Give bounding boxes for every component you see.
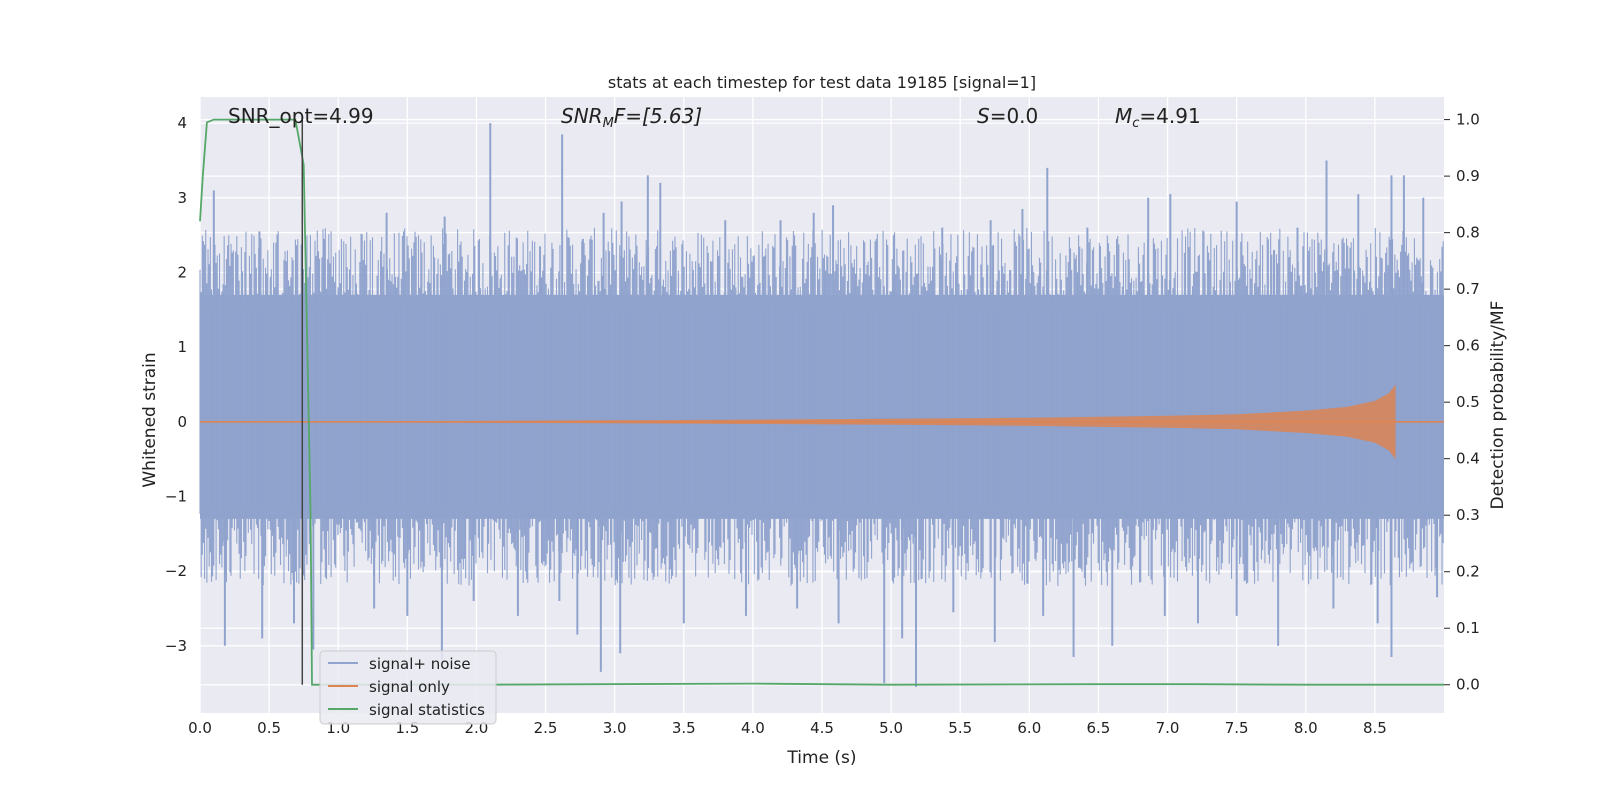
x-axis-label: Time (s)	[786, 748, 856, 768]
snr-mf-sub: M	[603, 116, 614, 131]
x-tick-label: 5.0	[879, 719, 903, 737]
x-tick-label: 3.5	[672, 719, 696, 737]
y2-tick-label: 0.6	[1456, 337, 1480, 355]
snr-mf-suffix: F=[5.63]	[614, 104, 702, 128]
mc-sub: c	[1132, 116, 1139, 131]
y-axis-label: Whitened strain	[140, 352, 160, 487]
y-tick-label: −3	[165, 637, 187, 655]
x-tick-label: 7.5	[1225, 719, 1249, 737]
x-tick-label: 0.0	[188, 719, 212, 737]
x-tick-label: 8.5	[1363, 719, 1387, 737]
y2-tick-label: 0.7	[1456, 280, 1480, 298]
annotation-mc: Mc=4.91	[1115, 104, 1201, 131]
legend-box	[319, 650, 497, 725]
annotation-snr-opt: SNR_opt=4.99	[228, 104, 374, 128]
y2-tick-label: 0.9	[1456, 167, 1480, 185]
y2-tick-label: 0.2	[1456, 563, 1480, 581]
series-signal-plus-noise	[199, 123, 1444, 687]
x-tick-label: 6.5	[1087, 719, 1111, 737]
x-tick-label: 8.0	[1294, 719, 1318, 737]
y2-axis-label: Detection probability/MF	[1488, 301, 1508, 510]
y-axis-ticks: −3 −2 −1 0 1 2 3 4	[165, 114, 187, 655]
y-tick-label: 0	[177, 413, 187, 431]
series-signal-only	[200, 384, 1444, 460]
chart-title: stats at each timestep for test data 191…	[608, 73, 1036, 92]
x-tick-label: 2.5	[534, 719, 558, 737]
mc-label: M	[1115, 104, 1132, 128]
x-tick-label: 0.5	[257, 719, 281, 737]
annotation-s: S=0.0	[977, 104, 1038, 128]
y-tick-label: −1	[165, 487, 187, 505]
y2-tick-label: 0.8	[1456, 224, 1480, 242]
y-tick-label: 3	[177, 189, 187, 207]
y2-tick-label: 0.3	[1456, 506, 1480, 524]
y2-tick-label: 1.0	[1456, 111, 1480, 129]
stats-line	[199, 118, 1444, 686]
y2-tick-label: 0.1	[1456, 619, 1480, 637]
x-tick-label: 3.0	[603, 719, 627, 737]
legend-label-signal-plus-noise: signal+ noise	[369, 655, 471, 673]
y2-axis-ticks: 0.0 0.1 0.2 0.3 0.4 0.5 0.6 0.7 0.8 0.9 1.0	[1444, 111, 1480, 694]
y2-tick-label: 0.5	[1456, 393, 1480, 411]
x-tick-label: 6.0	[1017, 719, 1041, 737]
legend-label-signal-only: signal only	[369, 678, 450, 696]
x-tick-label: 7.0	[1156, 719, 1180, 737]
series-signal-statistics	[199, 118, 1444, 686]
x-tick-label: 4.0	[741, 719, 765, 737]
y2-tick-label: 0.4	[1456, 450, 1480, 468]
y-tick-label: 2	[177, 263, 187, 281]
snr-mf-prefix: SNR	[561, 104, 603, 128]
y2-tick-label: 0.0	[1456, 676, 1480, 694]
legend-label-signal-statistics: signal statistics	[369, 701, 485, 719]
s-label: S	[977, 104, 990, 128]
x-tick-label: 4.5	[810, 719, 834, 737]
mc-value: =4.91	[1139, 104, 1200, 128]
y-tick-label: 4	[177, 114, 187, 132]
x-tick-label: 5.5	[948, 719, 972, 737]
s-value: =0.0	[990, 104, 1039, 128]
y-tick-label: 1	[177, 338, 187, 356]
annotation-snr-mf: SNRMF=[5.63]	[561, 104, 702, 131]
legend: signal+ noise signal only signal statist…	[319, 650, 497, 725]
y-tick-label: −2	[165, 562, 187, 580]
